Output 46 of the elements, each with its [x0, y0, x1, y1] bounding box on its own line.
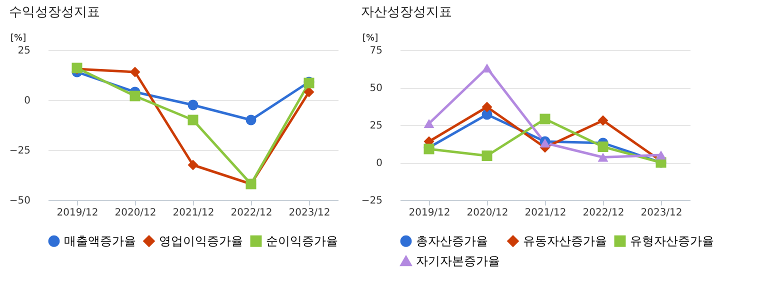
y-tick-label: 75	[370, 46, 382, 56]
x-tick-label: 2022/12	[582, 208, 624, 218]
x-tick-label: 2021/12	[524, 208, 566, 218]
point	[304, 86, 314, 98]
point	[598, 115, 608, 126]
x-tick-label: 2021/12	[172, 208, 214, 218]
y-tick-label: 50	[370, 83, 382, 94]
x-tick-label: 2019/12	[408, 208, 450, 218]
legend-label: 유형자산증가율	[630, 234, 714, 248]
x-tick-label: 2019/12	[56, 208, 98, 218]
point	[188, 100, 198, 110]
point	[540, 114, 550, 124]
y-axis-title: [%]	[10, 34, 26, 44]
legend-label: 자기자본증가율	[416, 254, 500, 268]
y-axis-title: [%]	[362, 34, 378, 44]
point	[482, 150, 492, 161]
point	[188, 160, 198, 170]
point	[598, 152, 608, 162]
chart-title: 수익성장성지표	[8, 5, 100, 20]
point	[130, 66, 140, 78]
y-tick-label: 25	[370, 120, 382, 132]
y-tick-label: 0	[24, 96, 30, 106]
point	[656, 150, 666, 160]
x-tick-label: 2023/12	[640, 208, 682, 218]
point	[130, 90, 140, 102]
point	[246, 114, 256, 126]
legend-label: 영업이익증가율	[159, 234, 243, 248]
y-tick-label: −25	[361, 196, 382, 206]
x-tick-label: 2020/12	[114, 208, 156, 218]
y-tick-label: 0	[376, 158, 382, 169]
x-tick-label: 2023/12	[288, 208, 330, 218]
point	[482, 102, 492, 112]
point	[424, 118, 434, 128]
chart-title: 자산성장성지표	[360, 5, 452, 20]
point	[482, 63, 492, 73]
y-tick-label: −25	[9, 146, 30, 156]
x-tick-label: 2020/12	[466, 208, 508, 218]
y-tick-label: −50	[9, 196, 30, 206]
legend-label: 순이익증가율	[266, 234, 338, 248]
legend-label: 유동자산증가율	[523, 234, 607, 248]
x-tick-label: 2022/12	[230, 208, 272, 218]
point	[188, 114, 198, 126]
legend-label: 매출액증가율	[64, 234, 136, 248]
point	[598, 142, 608, 152]
y-tick-label: 25	[18, 46, 30, 56]
legend-label: 총자산증가율	[416, 234, 488, 248]
